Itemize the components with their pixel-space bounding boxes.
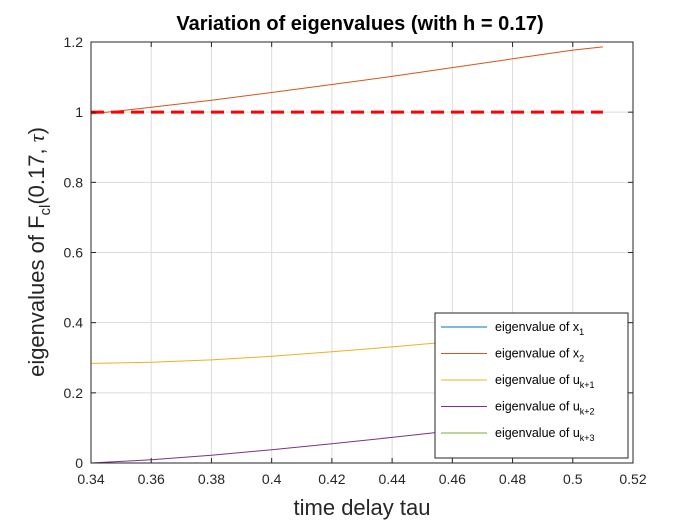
x-tick-label: 0.46 (439, 471, 466, 487)
x-tick-label: 0.4 (262, 471, 282, 487)
legend-entry-text: eigenvalue of x (495, 320, 580, 334)
y-tick-label: 1.2 (64, 34, 84, 50)
legend-entry-sub: k+2 (580, 407, 595, 417)
y-axis-label: eigenvalues of Fcl(0.17, τ) (24, 127, 54, 377)
x-tick-label: 0.5 (563, 471, 583, 487)
y-tick-label: 0 (75, 455, 83, 471)
legend-entry-sub: k+3 (580, 433, 595, 443)
x-tick-label: 0.42 (318, 471, 345, 487)
legend-entry-1: eigenvalue of x1 (495, 320, 584, 337)
legend-entry-5: eigenvalue of uk+3 (495, 426, 595, 443)
y-tick-label: 0.2 (64, 385, 84, 401)
legend-entry-3: eigenvalue of uk+1 (495, 373, 595, 390)
x-tick-label: 0.34 (77, 471, 104, 487)
y-axis-label-close: ) (24, 127, 49, 134)
legend-entry-sub: 1 (579, 327, 584, 337)
legend-entry-4: eigenvalue of uk+2 (495, 400, 595, 417)
chart-title: Variation of eigenvalues (with h = 0.17) (176, 13, 543, 35)
legend-entry-text: eigenvalue of u (495, 400, 580, 414)
y-axis-label-sub: cl (37, 205, 54, 216)
y-tick-label: 0.8 (64, 174, 84, 190)
legend-entry-text: eigenvalue of u (495, 426, 580, 440)
y-axis-label-open: (0.17, (24, 142, 49, 204)
y-tick-label: 0.4 (64, 315, 84, 331)
legend-entry-text: eigenvalue of x (495, 347, 580, 361)
x-tick-label: 0.44 (378, 471, 405, 487)
x-axis-label: time delay tau (294, 495, 431, 520)
y-axis-label-prefix: eigenvalues of F (24, 215, 49, 376)
legend-box (434, 312, 629, 459)
x-tick-label: 0.38 (198, 471, 225, 487)
legend-entry-text: eigenvalue of u (495, 373, 580, 387)
legend-entry-2: eigenvalue of x2 (495, 347, 584, 364)
x-tick-label: 0.36 (138, 471, 165, 487)
y-tick-label: 1 (75, 104, 83, 120)
ticks: 0.34 0.36 0.38 0.4 0.42 0.44 0.46 0.48 0.5 0.5200… (64, 34, 647, 487)
legend-entry-sub: k+1 (580, 380, 595, 390)
y-tick-label: 0.6 (64, 245, 84, 261)
series-line-2 (90, 46, 603, 115)
y-axis-label-tau: τ (24, 133, 49, 142)
legend-entry-sub: 2 (579, 354, 584, 364)
x-tick-label: 0.52 (619, 471, 646, 487)
x-tick-label: 0.48 (499, 471, 526, 487)
